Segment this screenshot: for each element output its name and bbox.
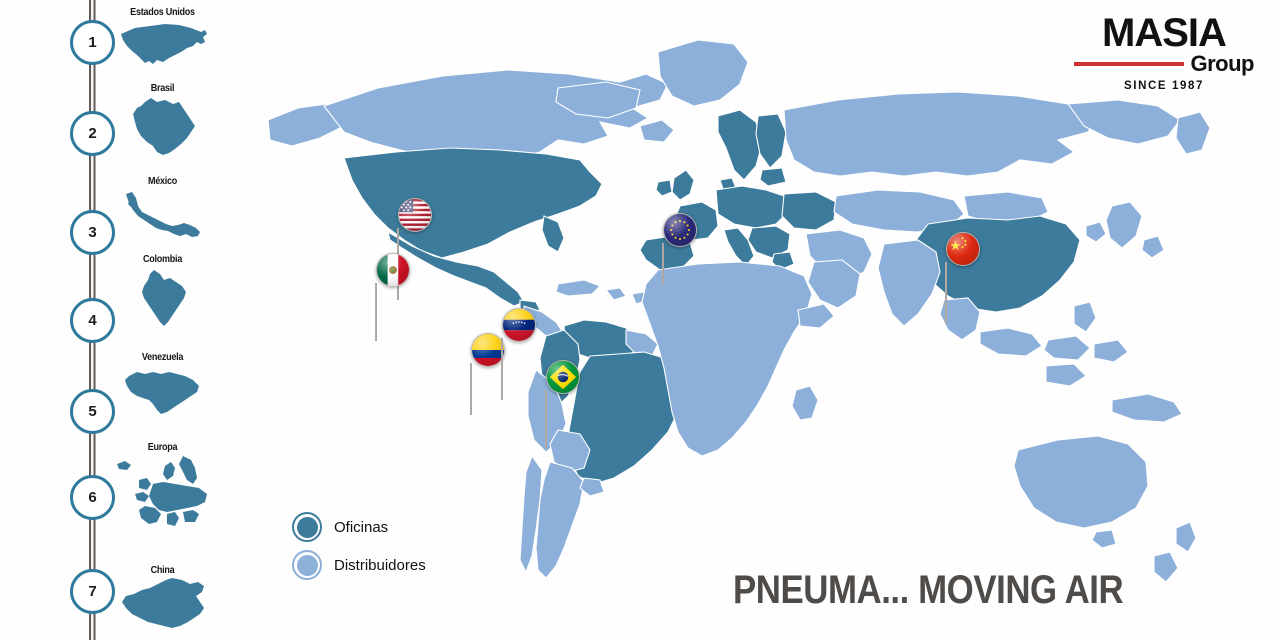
sidebar-node-2[interactable]: 2 [70,111,115,156]
legend-label-distribuidores: Distribuidores [334,556,426,574]
sidebar-label-colombia: Colombia [142,253,183,265]
pin-stem [545,390,547,448]
sidebar-label-venezuela: Venezuela [141,351,184,363]
sidebar-label-mexico: México [147,175,178,187]
pin-stem [945,262,947,324]
legend-item-distribuidores: Distribuidores [292,546,426,584]
tagline-text: PNEUMA... MOVING AIR [733,568,1124,612]
sidebar-shape-europe-silhouette [100,452,225,532]
legend-label-oficinas: Oficinas [334,518,389,536]
sidebar-node-number: 1 [88,34,97,51]
logo-group-text: Group [1190,51,1255,77]
legend-marker-distribuidores [292,550,322,580]
legend-marker-oficinas [292,512,322,542]
sidebar-shape-mexico-silhouette [100,190,225,242]
masia-group-logo: MASIA Group SINCE 1987 [1074,11,1254,93]
sidebar-node-4[interactable]: 4 [70,298,115,343]
pin-stem [501,338,503,400]
sidebar-node-number: 3 [88,224,97,241]
flag-europe-icon [663,213,697,247]
sidebar-node-6[interactable]: 6 [70,475,115,520]
world-map [228,0,1280,640]
sidebar-node-3[interactable]: 3 [70,210,115,255]
country-sidebar: Estados Unidos 1 Brasil 2 México 3 Colom… [0,0,225,640]
logo-middle-row: Group [1074,53,1254,75]
sidebar-shape-usa-silhouette [100,18,225,72]
sidebar-label-europa: Europa [147,441,178,453]
pin-stem [662,243,664,285]
sidebar-label-estados-unidos: Estados Unidos [130,6,195,18]
logo-wordmark: MASIA [1102,11,1227,55]
sidebar-shape-brazil-silhouette [100,96,225,158]
sidebar-node-number: 4 [88,312,97,329]
legend-dot [296,516,318,538]
logo-since-text: SINCE 1987 [1124,80,1204,93]
sidebar-node-1[interactable]: 1 [70,20,115,65]
legend-dot [296,554,318,576]
sidebar-node-5[interactable]: 5 [70,389,115,434]
sidebar-node-number: 5 [88,403,97,420]
sidebar-node-number: 6 [88,489,97,506]
sidebar-shape-colombia-silhouette [100,268,225,330]
flag-china-icon [946,232,980,266]
sidebar-label-brasil: Brasil [150,82,175,94]
sidebar-label-china: China [150,564,175,576]
sidebar-shape-china-silhouette [100,576,225,634]
flag-mexico-icon [376,253,410,287]
flag-brazil-icon [546,360,580,394]
pin-stem [470,363,472,415]
flag-venezuela-icon [502,308,536,342]
flag-colombia-icon [471,333,505,367]
sidebar-node-number: 7 [88,583,97,600]
flag-usa-icon [398,198,432,232]
logo-red-bar [1074,62,1184,67]
legend-item-oficinas: Oficinas [292,508,426,546]
sidebar-shape-venezuela-silhouette [100,366,225,420]
sidebar-node-7[interactable]: 7 [70,569,115,614]
pin-stem [375,283,377,341]
map-legend: Oficinas Distribuidores [292,508,426,584]
sidebar-node-number: 2 [88,125,97,142]
